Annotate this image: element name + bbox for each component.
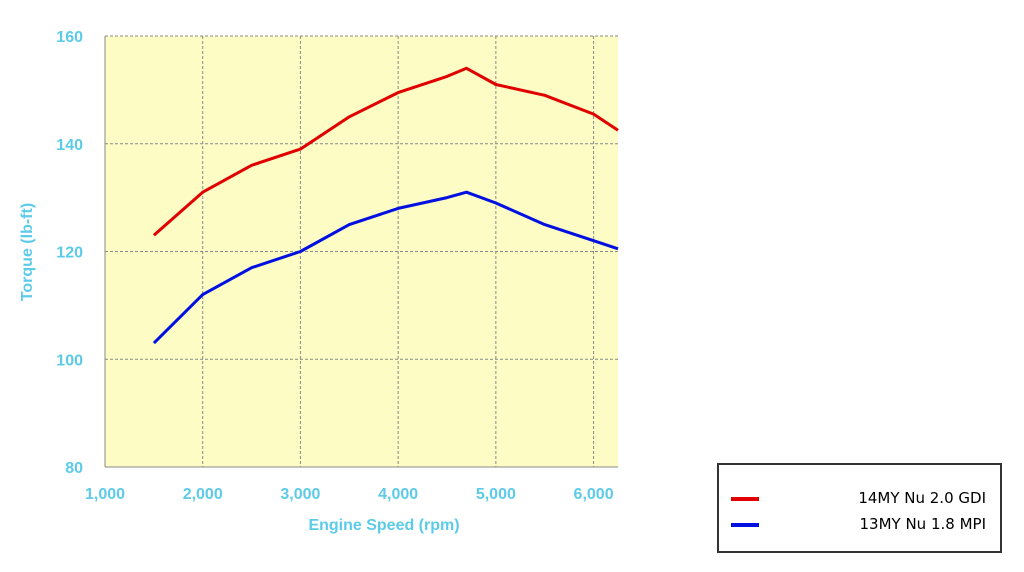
y-tick-label: 80 — [65, 460, 83, 477]
y-axis-title: Torque (lb-ft) — [19, 203, 36, 301]
y-axis-ticks: 80 100 120 140 160 — [56, 29, 83, 477]
x-tick-label: 5,000 — [476, 486, 516, 503]
legend-label-gdi: 14MY Nu 2.0 GDI — [858, 489, 986, 507]
x-axis-ticks: 1,000 2,000 3,000 4,000 5,000 6,000 — [85, 486, 614, 503]
x-tick-label: 3,000 — [280, 486, 320, 503]
x-tick-label: 6,000 — [574, 486, 614, 503]
legend-item-mpi: 13MY Nu 1.8 MPI — [719, 513, 1000, 537]
x-tick-label: 2,000 — [183, 486, 223, 503]
legend: 14MY Nu 2.0 GDI 13MY Nu 1.8 MPI — [717, 463, 1002, 553]
x-axis-title: Engine Speed (rpm) — [308, 517, 459, 534]
series-lines — [152, 66, 619, 345]
y-tick-label: 120 — [56, 245, 83, 262]
x-tick-label: 4,000 — [378, 486, 418, 503]
legend-label-mpi: 13MY Nu 1.8 MPI — [859, 515, 987, 533]
x-tick-label: 1,000 — [85, 486, 125, 503]
series-line-1 — [152, 190, 619, 345]
legend-swatch-mpi — [731, 523, 759, 527]
legend-swatch-gdi — [731, 497, 759, 501]
y-tick-label: 160 — [56, 29, 83, 46]
y-tick-label: 140 — [56, 137, 83, 154]
series-line-0 — [152, 66, 619, 237]
legend-item-gdi: 14MY Nu 2.0 GDI — [719, 487, 1000, 511]
grid-lines — [104, 35, 618, 468]
y-tick-label: 100 — [56, 352, 83, 369]
